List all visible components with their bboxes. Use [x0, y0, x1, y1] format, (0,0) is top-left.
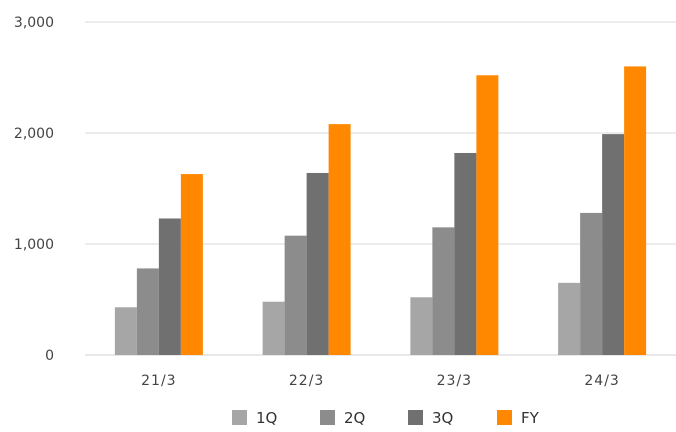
- legend-swatch-2q: [320, 410, 335, 425]
- x-tick-label: 21/3: [141, 373, 176, 389]
- bar-1q-24-3: [558, 282, 581, 355]
- bar-2q-24-3: [580, 212, 603, 355]
- bar-1q-22-3: [262, 301, 285, 355]
- x-tick-label: 24/3: [584, 373, 619, 389]
- bar-3q-21-3: [158, 218, 181, 355]
- y-axis-ticks: 0 1,000 2,000 3,000: [14, 15, 54, 364]
- x-axis-ticks: 21/3 22/3 23/3 24/3: [141, 373, 619, 389]
- x-tick-label: 22/3: [289, 373, 324, 389]
- bar-2q-22-3: [284, 235, 307, 355]
- legend-label-1q: 1Q: [256, 409, 277, 427]
- y-tick-label: 2,000: [14, 126, 54, 142]
- bars: [114, 66, 647, 356]
- bar-3q-24-3: [602, 134, 625, 355]
- y-tick-label: 0: [45, 348, 54, 364]
- legend-swatch-3q: [408, 410, 423, 425]
- bar-3q-23-3: [454, 152, 477, 355]
- bar-fy-22-3: [328, 124, 351, 356]
- y-tick-label: 1,000: [14, 237, 54, 253]
- legend-swatch-fy: [497, 410, 512, 425]
- bar-fy-24-3: [624, 66, 647, 356]
- y-tick-label: 3,000: [14, 15, 54, 31]
- bar-3q-22-3: [306, 172, 329, 355]
- bar-2q-21-3: [136, 268, 159, 355]
- legend-swatch-1q: [232, 410, 247, 425]
- legend-label-3q: 3Q: [432, 409, 453, 427]
- legend: 1Q 2Q 3Q FY: [232, 409, 540, 427]
- bar-1q-21-3: [114, 307, 137, 355]
- legend-label-fy: FY: [521, 409, 540, 427]
- bar-fy-21-3: [180, 174, 203, 355]
- legend-label-2q: 2Q: [344, 409, 365, 427]
- bar-2q-23-3: [432, 227, 455, 355]
- x-tick-label: 23/3: [437, 373, 472, 389]
- bar-fy-23-3: [476, 75, 499, 355]
- bar-1q-23-3: [410, 297, 433, 355]
